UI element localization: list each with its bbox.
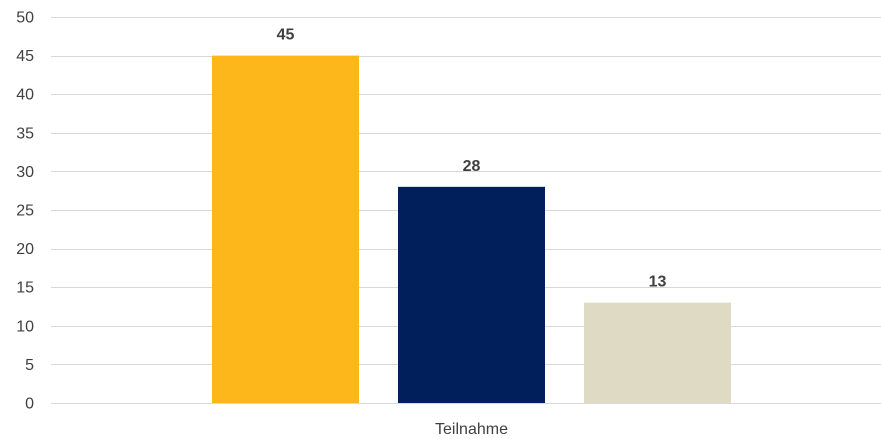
y-tick-label: 25 [16,203,34,220]
y-tick-label: 10 [16,318,34,335]
data-label: 13 [649,274,667,291]
bar [584,302,731,403]
y-axis-tick-labels: 0 5 10 15 20 25 30 35 40 45 50 [16,10,34,413]
bar [398,186,545,403]
y-tick-label: 0 [25,396,34,413]
y-tick-label: 35 [16,125,34,142]
y-tick-label: 40 [16,87,34,104]
bars [212,55,731,403]
x-tick-label: Teilnahme [435,421,508,438]
y-tick-label: 45 [16,48,34,65]
y-tick-label: 20 [16,241,34,258]
bar [212,55,359,403]
y-tick-label: 30 [16,164,34,181]
data-label: 45 [277,27,295,44]
data-label: 28 [463,158,481,175]
y-tick-label: 5 [25,357,34,374]
data-labels: 45 28 13 [277,27,667,291]
x-axis-tick-labels: Teilnahme [435,421,508,438]
y-tick-label: 15 [16,280,34,297]
y-tick-label: 50 [16,10,34,27]
